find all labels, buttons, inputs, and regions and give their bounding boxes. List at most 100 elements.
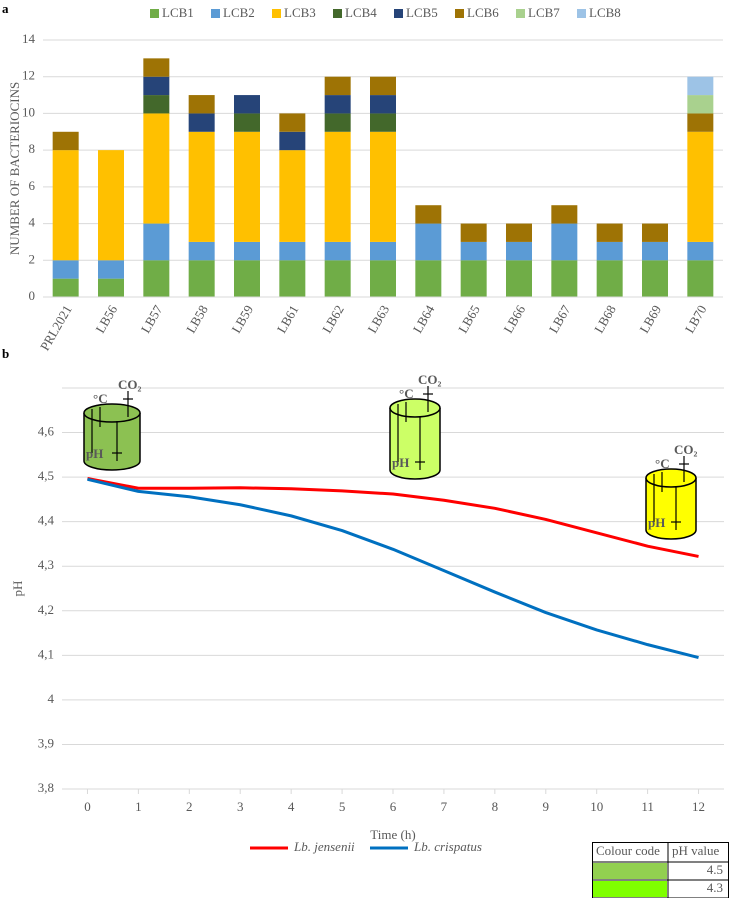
- bar-segment: [370, 95, 396, 114]
- bar-segment: [234, 95, 260, 114]
- y-tick-label: 4,4: [38, 513, 55, 528]
- y-axis-title: pH: [10, 581, 25, 597]
- bar-segment: [687, 113, 714, 132]
- x-tick-label: LB59: [228, 302, 256, 335]
- x-tick-label: LB57: [138, 302, 166, 336]
- legend-swatch: [211, 9, 220, 18]
- bar-segment: [687, 76, 714, 96]
- line: [87, 476, 699, 558]
- bar-segment: [506, 260, 532, 297]
- x-tick-label: LB67: [546, 302, 574, 336]
- y-tick-label: 3,8: [38, 780, 54, 795]
- x-tick-label: 10: [590, 799, 603, 814]
- bar-segment: [415, 223, 442, 261]
- y-tick-label: 10: [22, 104, 35, 119]
- x-tick-label: LB58: [183, 302, 211, 335]
- icon-label: °C: [93, 391, 108, 406]
- x-tick-label: LB69: [636, 302, 664, 335]
- bar-segment: [234, 260, 260, 297]
- bar-segment: [143, 223, 170, 261]
- bar-segment: [687, 95, 714, 114]
- bar-segment: [642, 241, 668, 261]
- y-tick-label: 4,5: [38, 468, 54, 483]
- bar-segment: [370, 241, 396, 261]
- x-axis-title: Time (h): [370, 827, 415, 842]
- x-tick-label: LB62: [319, 302, 347, 335]
- table-cell: 4.5: [707, 862, 723, 877]
- bar-segment: [52, 131, 79, 151]
- cylinder-body: [645, 478, 697, 540]
- x-tick-label: LB70: [682, 302, 710, 335]
- bar-segment: [188, 260, 215, 297]
- y-tick-label: 0: [29, 288, 36, 303]
- bar-segment: [370, 113, 396, 132]
- bar-segment: [596, 241, 623, 261]
- x-tick-label: 8: [492, 799, 499, 814]
- x-tick-label: 0: [84, 799, 91, 814]
- bar-segment: [143, 58, 170, 77]
- x-tick-label: 7: [441, 799, 448, 814]
- bar-segment: [370, 131, 396, 242]
- bar-segment: [460, 223, 487, 242]
- y-tick-label: 12: [22, 68, 35, 83]
- icon-label: CO₂: [418, 372, 442, 387]
- x-tick-label: 4: [288, 799, 295, 814]
- bar-segment: [52, 278, 79, 297]
- bar-segment: [506, 241, 532, 261]
- bar-segment: [460, 241, 487, 261]
- table-cell: 4.3: [707, 880, 723, 895]
- bar-segment: [143, 95, 170, 114]
- legend-swatch: [333, 9, 342, 18]
- icon-label: CO₂: [118, 377, 142, 392]
- bar-segment: [234, 113, 260, 132]
- icon-label: pH: [648, 515, 665, 530]
- bar-segment: [188, 241, 215, 261]
- bar-segment: [415, 205, 442, 224]
- legend-label: LCB1: [162, 5, 194, 20]
- bar-segment: [324, 131, 351, 242]
- y-tick-label: 4,3: [38, 557, 54, 572]
- cylinder-body: [83, 413, 141, 471]
- bar-segment: [370, 260, 396, 297]
- bar-segment: [279, 113, 306, 132]
- bar-segment: [188, 113, 215, 132]
- y-tick-label: 4,2: [38, 602, 54, 617]
- cylinder-icon: °C CO₂ pH: [389, 372, 442, 480]
- table-header: pH value: [672, 843, 720, 858]
- legend-label: LCB7: [528, 5, 560, 20]
- bar-segment: [98, 278, 124, 297]
- bar-segment: [687, 260, 714, 297]
- bar-segment: [52, 260, 79, 279]
- bar-segment: [551, 260, 578, 297]
- bar-segment: [279, 131, 306, 151]
- icon-label: pH: [392, 455, 409, 470]
- bar-segment: [415, 260, 442, 297]
- bar-segment: [234, 131, 260, 242]
- legend-swatch: [455, 9, 464, 18]
- legend-swatch: [394, 9, 403, 18]
- x-tick-label: 11: [641, 799, 654, 814]
- bar-segment: [98, 150, 124, 261]
- bar-segment: [370, 76, 396, 96]
- x-tick-label: 5: [339, 799, 346, 814]
- bar-segment: [279, 150, 306, 242]
- bar-segment: [324, 260, 351, 297]
- y-tick-label: 8: [29, 141, 36, 156]
- bar-segment: [551, 205, 578, 224]
- y-tick-label: 2: [29, 251, 36, 266]
- y-axis-title: NUMBER OF BACTERIOCINS: [7, 82, 22, 255]
- bar-segment: [687, 131, 714, 242]
- y-tick-label: 4: [48, 691, 55, 706]
- legend-label: LCB6: [467, 5, 499, 20]
- x-tick-label: 3: [237, 799, 244, 814]
- bar-segment: [324, 95, 351, 114]
- bar-segment: [506, 223, 532, 242]
- y-tick-label: 4,6: [38, 424, 55, 439]
- x-tick-label: LB65: [455, 302, 483, 335]
- cylinder-body: [389, 408, 441, 480]
- cylinder-top: [83, 403, 141, 423]
- panel-label: b: [2, 346, 9, 361]
- icon-label: CO₂: [674, 442, 698, 457]
- y-tick-label: 14: [22, 31, 36, 46]
